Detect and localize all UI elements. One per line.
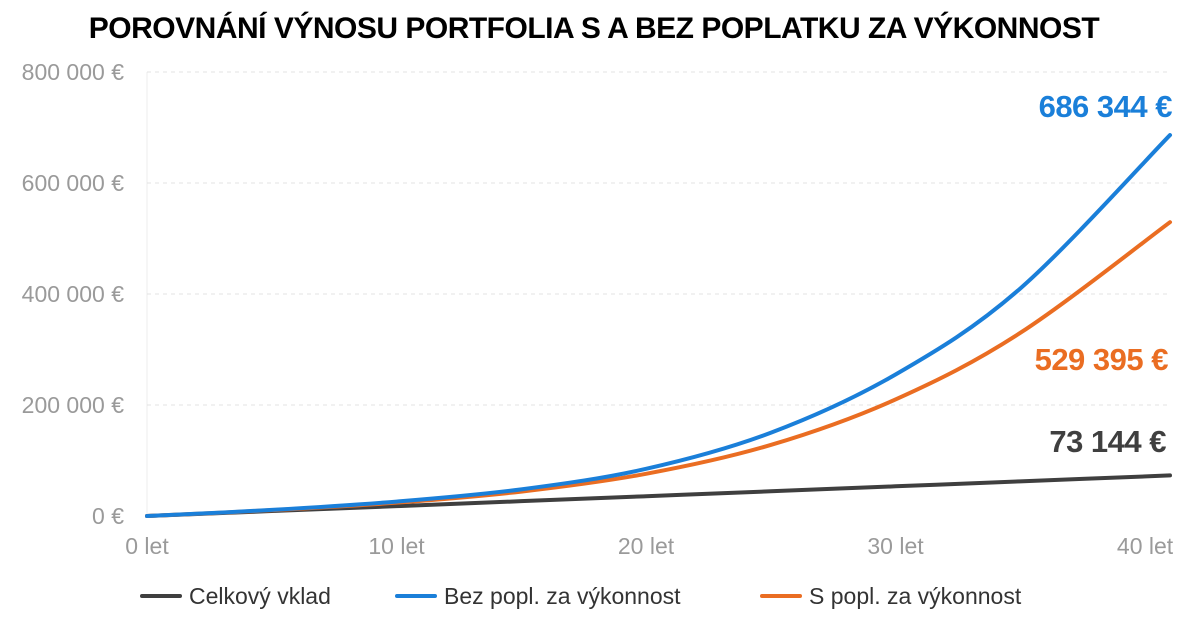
x-axis-ticks: 0 let 10 let 20 let 30 let 40 let xyxy=(125,533,1174,559)
y-tick-label: 0 € xyxy=(92,503,124,529)
end-value-labels: 73 144 € 686 344 € 529 395 € xyxy=(1035,89,1173,459)
chart-title: POROVNÁNÍ VÝNOSU PORTFOLIA S A BEZ POPLA… xyxy=(89,11,1100,45)
legend-item: Celkový vklad xyxy=(140,583,331,609)
legend-item: Bez popl. za výkonnost xyxy=(395,583,681,609)
x-tick-label: 40 let xyxy=(1117,533,1174,559)
y-tick-label: 200 000 € xyxy=(22,392,125,418)
y-tick-label: 800 000 € xyxy=(22,59,125,85)
grid xyxy=(146,71,1170,516)
y-tick-label: 400 000 € xyxy=(22,281,125,307)
series-line xyxy=(145,133,1172,518)
legend: Celkový vklad Bez popl. za výkonnost S pop… xyxy=(140,583,1022,609)
series-end-label: 73 144 € xyxy=(1049,424,1166,459)
series-end-label: 529 395 € xyxy=(1035,342,1169,377)
legend-label: Bez popl. za výkonnost xyxy=(444,583,681,609)
series-lines xyxy=(145,133,1172,518)
legend-item: S popl. za výkonnost xyxy=(760,583,1022,609)
x-tick-label: 0 let xyxy=(125,533,169,559)
series-end-label: 686 344 € xyxy=(1039,89,1173,124)
x-tick-label: 20 let xyxy=(618,533,675,559)
x-tick-label: 10 let xyxy=(368,533,425,559)
x-tick-label: 30 let xyxy=(867,533,924,559)
series-line xyxy=(145,220,1172,518)
legend-label: S popl. za výkonnost xyxy=(809,583,1022,609)
y-axis-ticks: 0 € 200 000 € 400 000 € 600 000 € 800 000 € xyxy=(22,59,125,529)
legend-label: Celkový vklad xyxy=(189,583,331,609)
y-tick-label: 600 000 € xyxy=(22,170,125,196)
